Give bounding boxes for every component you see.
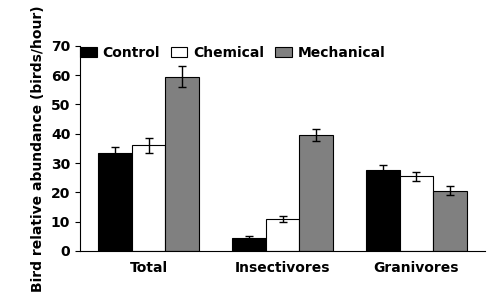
- Bar: [400, 176, 433, 251]
- Bar: [266, 219, 299, 251]
- Bar: [166, 77, 199, 251]
- Bar: [98, 153, 132, 251]
- Y-axis label: Bird relative abundance (birds/hour): Bird relative abundance (birds/hour): [32, 5, 46, 292]
- Bar: [299, 135, 332, 251]
- Bar: [433, 191, 466, 251]
- Legend: Control, Chemical, Mechanical: Control, Chemical, Mechanical: [80, 46, 385, 60]
- Bar: [232, 238, 266, 251]
- Bar: [132, 145, 166, 251]
- Bar: [366, 170, 400, 251]
